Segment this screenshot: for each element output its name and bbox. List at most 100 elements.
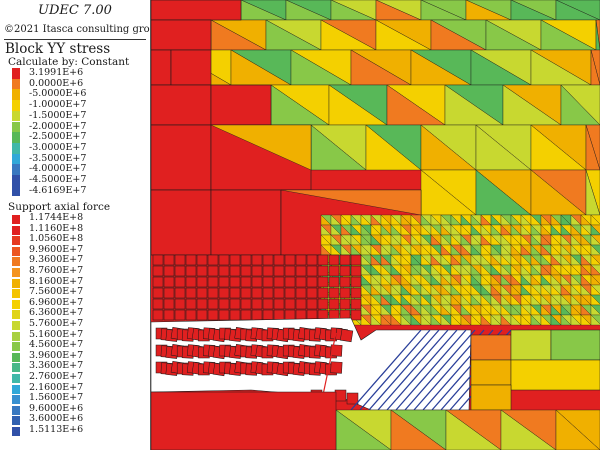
rock-block — [152, 276, 164, 288]
rock-block — [306, 276, 318, 288]
rock-block — [174, 265, 186, 277]
stress-swatch — [12, 89, 20, 101]
rock-block — [185, 287, 197, 299]
stress-label: 0.0000E+6 — [29, 77, 84, 89]
caved-block — [334, 389, 347, 402]
stress-element — [555, 409, 600, 450]
rock-block — [174, 309, 186, 321]
rock-block — [273, 287, 285, 299]
rock-block — [350, 309, 362, 321]
support-swatch — [12, 384, 20, 394]
rock-block — [229, 287, 241, 299]
rock-block — [174, 298, 186, 310]
rock-block — [251, 265, 263, 277]
support-swatch — [12, 268, 20, 277]
rock-block — [229, 276, 241, 288]
rock-block — [240, 265, 252, 277]
rock-block — [470, 384, 512, 411]
rock-block — [196, 276, 208, 288]
rock-block — [273, 265, 285, 277]
mesh-element — [550, 314, 562, 326]
support-label: 6.9600E+7 — [29, 296, 84, 308]
caved-block — [330, 361, 343, 374]
rock-block — [339, 254, 351, 266]
support-swatch — [12, 236, 20, 246]
rock-block — [328, 276, 340, 288]
rock-block — [174, 287, 186, 299]
rock-block — [295, 298, 307, 310]
rock-block — [350, 254, 362, 266]
rock-block — [196, 254, 208, 266]
rock-block — [229, 309, 241, 321]
support-bolt — [386, 329, 458, 411]
mesh-element — [470, 314, 482, 326]
rock-block — [207, 309, 219, 321]
rock-block — [470, 334, 512, 361]
rock-block — [185, 276, 197, 288]
stress-label: -3.5000E+7 — [29, 152, 87, 164]
mesh-element — [580, 314, 592, 326]
rock-block — [152, 265, 164, 277]
support-label: 2.1600E+7 — [29, 381, 84, 393]
stress-label: -4.6169E+7 — [29, 184, 87, 196]
mesh-element — [560, 314, 572, 326]
rock-block — [174, 254, 186, 266]
model-viewport[interactable] — [150, 0, 600, 450]
rock-block — [151, 391, 337, 450]
rock-block — [251, 276, 263, 288]
rock-block — [196, 287, 208, 299]
rock-block — [328, 287, 340, 299]
rock-block — [284, 276, 296, 288]
mesh-element — [400, 314, 412, 326]
support-label: 7.5600E+7 — [29, 286, 84, 298]
rock-block — [339, 265, 351, 277]
rock-block — [163, 287, 175, 299]
stress-label: -1.0000E+7 — [29, 99, 87, 111]
mesh-element — [460, 314, 472, 326]
stress-swatch — [12, 68, 20, 79]
stress-swatch — [12, 121, 20, 133]
support-label: 4.5600E+7 — [29, 339, 84, 351]
rock-block — [240, 309, 252, 321]
rock-block — [229, 254, 241, 266]
rock-block — [229, 265, 241, 277]
support-swatch — [12, 405, 20, 415]
rock-block — [339, 287, 351, 299]
rock-block — [152, 287, 164, 299]
rock-block — [284, 287, 296, 299]
stress-element — [365, 124, 422, 171]
rock-block — [240, 287, 252, 299]
rock-block — [328, 265, 340, 277]
rock-block — [470, 359, 512, 386]
support-swatch — [12, 342, 20, 352]
rock-block — [550, 329, 600, 361]
rock-block — [163, 276, 175, 288]
rock-block — [207, 276, 219, 288]
rock-block — [350, 265, 362, 277]
rock-block — [284, 309, 296, 321]
stress-swatch — [12, 185, 20, 197]
rock-block — [262, 309, 274, 321]
rock-block — [273, 254, 285, 266]
support-swatch — [12, 299, 20, 309]
rock-block — [306, 298, 318, 310]
rock-block — [295, 287, 307, 299]
support-swatch — [12, 225, 20, 235]
caved-block — [340, 328, 354, 343]
support-bolt — [359, 329, 431, 411]
stress-swatch — [12, 132, 20, 143]
mesh-element — [410, 314, 422, 326]
support-swatch — [12, 321, 20, 330]
stress-label: -2.5000E+7 — [29, 131, 87, 143]
support-swatch — [12, 395, 20, 405]
rock-block — [295, 276, 307, 288]
block-model-plot[interactable] — [151, 0, 600, 450]
stress-swatch — [12, 78, 20, 90]
copyright-text: ©2021 Itasca consulting group, Inc. — [4, 24, 189, 35]
rock-block — [273, 298, 285, 310]
rock-block — [151, 189, 212, 256]
rock-block — [174, 276, 186, 288]
rock-block — [240, 298, 252, 310]
rock-block — [251, 254, 263, 266]
